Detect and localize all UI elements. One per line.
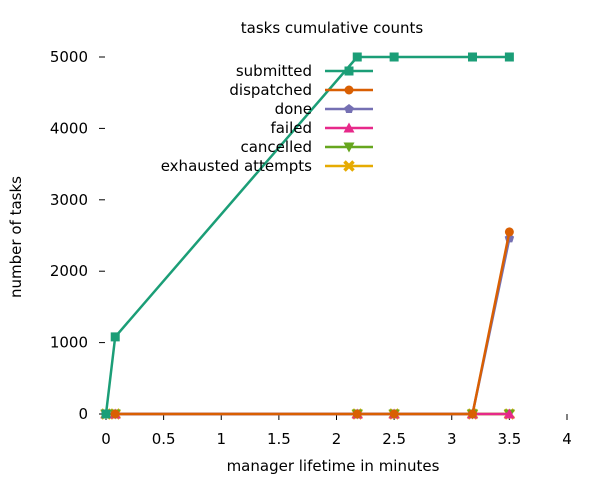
data-point — [467, 52, 477, 62]
series-layer — [100, 52, 516, 420]
y-tick-label: 4000 — [50, 119, 88, 137]
legend-label: exhausted attempts — [161, 157, 312, 175]
series-submitted — [101, 52, 514, 419]
legend-marker — [343, 160, 355, 172]
series-dispatched — [101, 227, 514, 419]
chart-title: tasks cumulative counts — [241, 19, 424, 37]
series-done — [101, 233, 515, 418]
legend-marker — [344, 104, 354, 113]
x-axis-label: manager lifetime in minutes — [227, 457, 440, 475]
x-tick-label: 3.5 — [497, 430, 521, 448]
data-point — [504, 52, 514, 62]
y-tick-label: 0 — [78, 405, 88, 423]
y-tick-label: 3000 — [50, 191, 88, 209]
series-line — [104, 55, 510, 415]
legend-marker — [344, 85, 354, 95]
y-tick-label: 5000 — [50, 48, 88, 66]
legend-marker — [343, 142, 355, 153]
legend-item: exhausted attempts — [161, 157, 373, 175]
data-point — [110, 409, 120, 419]
series-line — [106, 231, 511, 416]
legend-label: cancelled — [240, 138, 312, 156]
x-tick-label: 0 — [101, 430, 111, 448]
data-point — [352, 52, 362, 62]
x-tick-label: 2.5 — [382, 430, 406, 448]
data-point — [503, 408, 515, 419]
legend-item: cancelled — [240, 138, 373, 156]
x-tick-label: 4 — [562, 430, 572, 448]
series-line — [106, 238, 511, 416]
legend-item: dispatched — [229, 81, 373, 99]
x-tick-label: 0.5 — [152, 430, 176, 448]
x-tick-label: 1.5 — [267, 430, 291, 448]
x-tick-label: 2 — [332, 430, 342, 448]
x-tick-label: 1 — [216, 430, 226, 448]
legend-item: submitted — [236, 62, 373, 80]
data-point — [389, 52, 399, 62]
legend-item: failed — [270, 119, 373, 137]
data-point — [389, 409, 399, 419]
data-point — [352, 409, 362, 419]
data-point — [467, 409, 477, 419]
legend-label: submitted — [236, 62, 312, 80]
y-axis-label: number of tasks — [7, 176, 25, 298]
axis-ticks: 0 0.5 1 1.5 2 2.5 3 3.5 4 0 1000 2000 3000 4000 5000 — [50, 48, 572, 448]
data-point — [110, 332, 120, 342]
y-tick-label: 1000 — [50, 334, 88, 352]
data-point — [504, 227, 514, 237]
legend-marker — [343, 122, 355, 133]
legend-item: done — [275, 100, 373, 118]
legend-label: done — [275, 100, 312, 118]
y-tick-label: 2000 — [50, 262, 88, 280]
x-tick-label: 3 — [447, 430, 457, 448]
data-point — [101, 409, 111, 419]
legend: submitteddispatcheddonefailedcancelledex… — [161, 62, 373, 175]
legend-label: failed — [270, 119, 312, 137]
legend-marker — [344, 66, 354, 76]
legend-label: dispatched — [229, 81, 312, 99]
